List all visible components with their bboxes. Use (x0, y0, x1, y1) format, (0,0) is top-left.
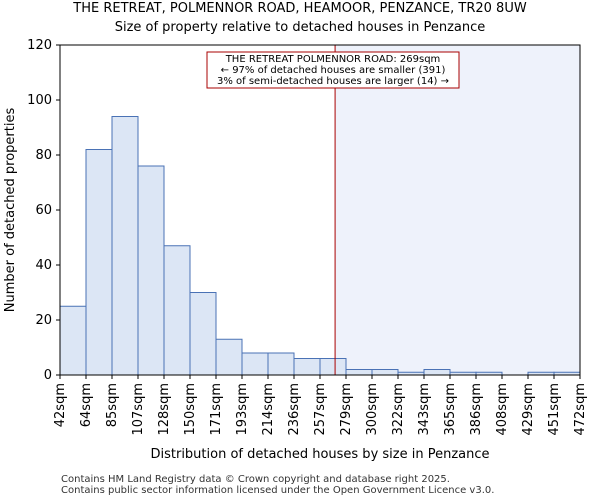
highlight-region (335, 45, 580, 375)
bar-214sqm (267, 352, 295, 376)
bar-171sqm (215, 338, 243, 376)
chart-subtitle: Size of property relative to detached ho… (114, 20, 486, 35)
y-tick-label: 40 (35, 258, 52, 273)
x-tick-label: 257sqm (313, 383, 328, 436)
annotation-line-3: 3% of semi-detached houses are larger (1… (217, 76, 449, 87)
footer-copyright: Contains HM Land Registry data © Crown c… (61, 474, 450, 485)
x-tick-label: 322sqm (391, 383, 406, 436)
x-tick-label: 343sqm (417, 383, 432, 436)
y-tick-label: 120 (27, 38, 52, 53)
y-axis-label: Number of detached properties (3, 108, 18, 313)
bar-64sqm (85, 149, 113, 376)
bar-236sqm (293, 358, 321, 376)
x-tick-label: 193sqm (235, 383, 250, 436)
bar-257sqm (319, 358, 347, 376)
bar-193sqm (241, 352, 269, 376)
x-tick-label: 386sqm (469, 383, 484, 436)
x-tick-label: 85sqm (105, 383, 120, 427)
bar-42sqm (59, 305, 87, 376)
x-tick-label: 107sqm (131, 383, 146, 436)
y-tick-label: 60 (35, 203, 52, 218)
x-tick-label: 279sqm (339, 383, 354, 436)
annotation-line-1: THE RETREAT POLMENNOR ROAD: 269sqm (225, 54, 441, 65)
y-tick-label: 0 (44, 368, 52, 383)
bar-85sqm (111, 116, 139, 376)
x-tick-label: 214sqm (261, 383, 276, 436)
x-tick-label: 42sqm (53, 383, 68, 427)
x-tick-label: 300sqm (365, 383, 380, 436)
annotation-box: THE RETREAT POLMENNOR ROAD: 269sqm ← 97%… (206, 51, 460, 89)
bar-300sqm (371, 369, 399, 376)
x-tick-label: 472sqm (573, 383, 588, 436)
x-axis-label: Distribution of detached houses by size … (150, 447, 489, 462)
x-tick-label: 451sqm (547, 383, 562, 436)
chart-title: THE RETREAT, POLMENNOR ROAD, HEAMOOR, PE… (73, 1, 527, 16)
x-tick-label: 171sqm (209, 383, 224, 436)
x-tick-label: 128sqm (157, 383, 172, 436)
footer-licence: Contains public sector information licen… (61, 485, 495, 496)
x-tick-label: 236sqm (287, 383, 302, 436)
bar-343sqm (423, 369, 451, 376)
y-tick-label: 80 (35, 148, 52, 163)
x-tick-label: 365sqm (443, 383, 458, 436)
bar-128sqm (163, 245, 191, 376)
bar-107sqm (137, 165, 165, 376)
bar-150sqm (189, 292, 217, 376)
x-tick-label: 429sqm (521, 383, 536, 436)
bar-279sqm (345, 369, 373, 376)
y-tick-label: 100 (27, 93, 52, 108)
annotation-line-2: ← 97% of detached houses are smaller (39… (221, 65, 446, 76)
x-tick-label: 64sqm (79, 383, 94, 427)
x-tick-label: 408sqm (495, 383, 510, 436)
y-tick-label: 20 (35, 313, 52, 328)
annotation-border (206, 51, 460, 89)
x-tick-label: 150sqm (183, 383, 198, 436)
